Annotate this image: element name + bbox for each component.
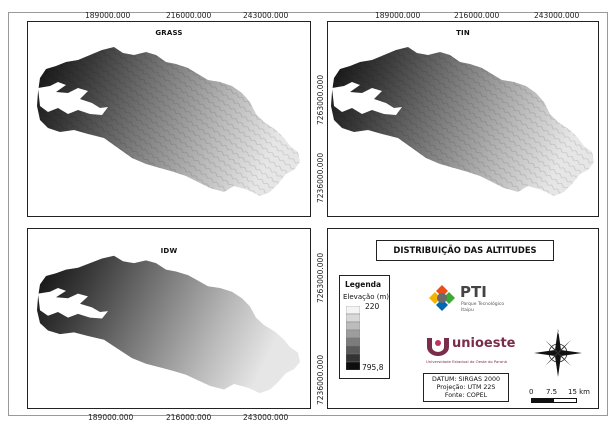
layout-title-box: DISTRIBUIÇÃO DAS ALTITUDES xyxy=(376,240,554,261)
x-tick-label: 216000.000 xyxy=(166,413,212,422)
unioeste-logo-name: unioeste xyxy=(452,336,516,351)
unioeste-logo: unioeste Universidade Estadual do Oeste … xyxy=(426,336,522,366)
legend-max-value: 795,8 xyxy=(362,363,384,372)
elevation-map-idw xyxy=(37,255,300,394)
legend-label: Elevação (m) xyxy=(343,293,390,301)
y-tick-label: 7263000.000 xyxy=(316,252,325,303)
scale-bar-segment xyxy=(531,398,553,403)
elevation-map-grass xyxy=(37,47,300,196)
x-tick-label: 189000.000 xyxy=(88,413,134,422)
x-tick-label: 189000.000 xyxy=(375,11,421,20)
y-tick-label: 7263000.000 xyxy=(316,74,325,125)
legend-heading: Legenda xyxy=(345,280,382,289)
elevation-map-tin xyxy=(331,47,594,196)
unioeste-logo-icon xyxy=(427,338,449,356)
pti-logo-subtitle: Parque Tecnológico xyxy=(461,302,505,307)
pti-logo: PTI Parque Tecnológico Itaipu xyxy=(426,280,516,320)
scale-bar: 0 7.5 15 km xyxy=(528,388,598,408)
info-panel: DISTRIBUIÇÃO DAS ALTITUDES Legenda Eleva… xyxy=(327,228,599,409)
legend-box: Legenda Elevação (m) 220 795,8 xyxy=(339,275,390,379)
pti-logo-name: PTI xyxy=(460,283,487,301)
elevation-color-ramp xyxy=(346,306,360,370)
north-arrow-compass-icon: N xyxy=(534,329,582,377)
source-line: Fonte: COPEL xyxy=(444,392,488,399)
svg-text:N: N xyxy=(557,330,560,335)
x-tick-label: 243000.000 xyxy=(534,11,580,20)
x-tick-label: 216000.000 xyxy=(454,11,500,20)
map-title-tin: TIN xyxy=(456,29,470,37)
y-tick-label: 7236000.000 xyxy=(316,152,325,203)
layout-title: DISTRIBUIÇÃO DAS ALTITUDES xyxy=(393,245,537,255)
projection-line: Projeção: UTM 22S xyxy=(436,384,496,391)
map-panel-idw: IDW xyxy=(27,228,311,409)
datum-info-box: DATUM: SIRGAS 2000 Projeção: UTM 22S Fon… xyxy=(423,373,509,402)
scale-bar-label: 15 km xyxy=(568,388,591,396)
map-panel-grass: GRASS xyxy=(27,21,311,217)
pti-logo-subtitle: Itaipu xyxy=(461,308,474,313)
map-panel-tin: TIN xyxy=(327,21,599,217)
datum-line: DATUM: SIRGAS 2000 xyxy=(431,376,500,383)
scale-bar-label: 7.5 xyxy=(546,388,558,396)
x-tick-label: 243000.000 xyxy=(243,413,289,422)
legend-min-value: 220 xyxy=(365,302,380,311)
pti-logo-icon xyxy=(429,285,455,311)
unioeste-logo-subtitle: Universidade Estadual do Oeste do Paraná xyxy=(426,359,507,364)
y-tick-label: 7236000.000 xyxy=(316,354,325,405)
scale-bar-segment xyxy=(553,398,577,403)
x-tick-label: 189000.000 xyxy=(85,11,131,20)
scale-bar-label: 0 xyxy=(529,388,534,396)
map-title-idw: IDW xyxy=(160,247,178,255)
x-tick-label: 216000.000 xyxy=(166,11,212,20)
map-layout-sheet: GRASS 189000.000 216000.000 243000.000 7… xyxy=(8,11,608,422)
x-tick-label: 243000.000 xyxy=(243,11,289,20)
map-title-grass: GRASS xyxy=(155,29,183,37)
